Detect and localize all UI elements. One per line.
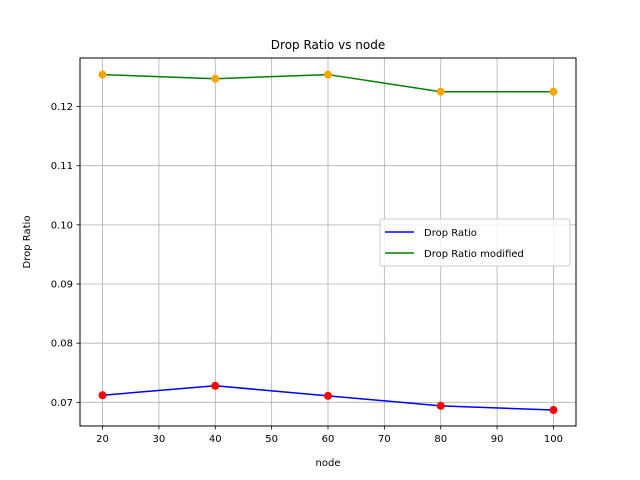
series-1-point xyxy=(549,406,558,415)
legend: Drop Ratio Drop Ratio modified xyxy=(379,218,571,267)
series-1-point xyxy=(324,391,332,400)
series-1-point xyxy=(98,391,107,400)
tick-layer: 20 30 40 50 60 70 80 90 100 0.07 0.08 0.09 0.10 0.11 0… xyxy=(51,102,563,445)
x-tick-label: 30 xyxy=(153,434,166,445)
y-tick-label: 0.08 xyxy=(51,339,73,350)
x-tick-label: 90 xyxy=(491,434,504,445)
grid-layer xyxy=(80,58,576,426)
x-axis-title: node xyxy=(316,458,341,469)
series-1-point xyxy=(436,401,445,410)
x-tick-label: 100 xyxy=(544,434,563,445)
chart-title: Drop Ratio vs node xyxy=(271,38,385,52)
series-1-point xyxy=(211,381,220,390)
y-tick-label: 0.11 xyxy=(51,161,73,172)
y-tick-label: 0.07 xyxy=(51,398,73,409)
series-layer xyxy=(98,70,558,415)
series-2-point xyxy=(211,74,220,83)
series-2-point xyxy=(324,70,332,79)
x-tick-label: 40 xyxy=(209,434,222,445)
x-tick-label: 60 xyxy=(322,434,335,445)
y-tick-label: 0.10 xyxy=(51,220,73,231)
x-tick-label: 20 xyxy=(96,434,109,445)
series-2-point xyxy=(549,87,558,96)
y-tick-label: 0.12 xyxy=(51,102,73,113)
y-tick-label: 0.09 xyxy=(51,280,73,291)
legend-label-2: Drop Ratio modified xyxy=(424,249,524,260)
legend-box xyxy=(379,218,571,267)
legend-label-1: Drop Ratio xyxy=(424,228,477,239)
x-tick-label: 80 xyxy=(434,434,447,445)
series-2-point xyxy=(436,87,445,96)
y-axis-title: Drop Ratio xyxy=(22,216,33,269)
series-2-point xyxy=(98,70,107,79)
x-tick-label: 50 xyxy=(265,434,278,445)
x-tick-label: 70 xyxy=(378,434,391,445)
